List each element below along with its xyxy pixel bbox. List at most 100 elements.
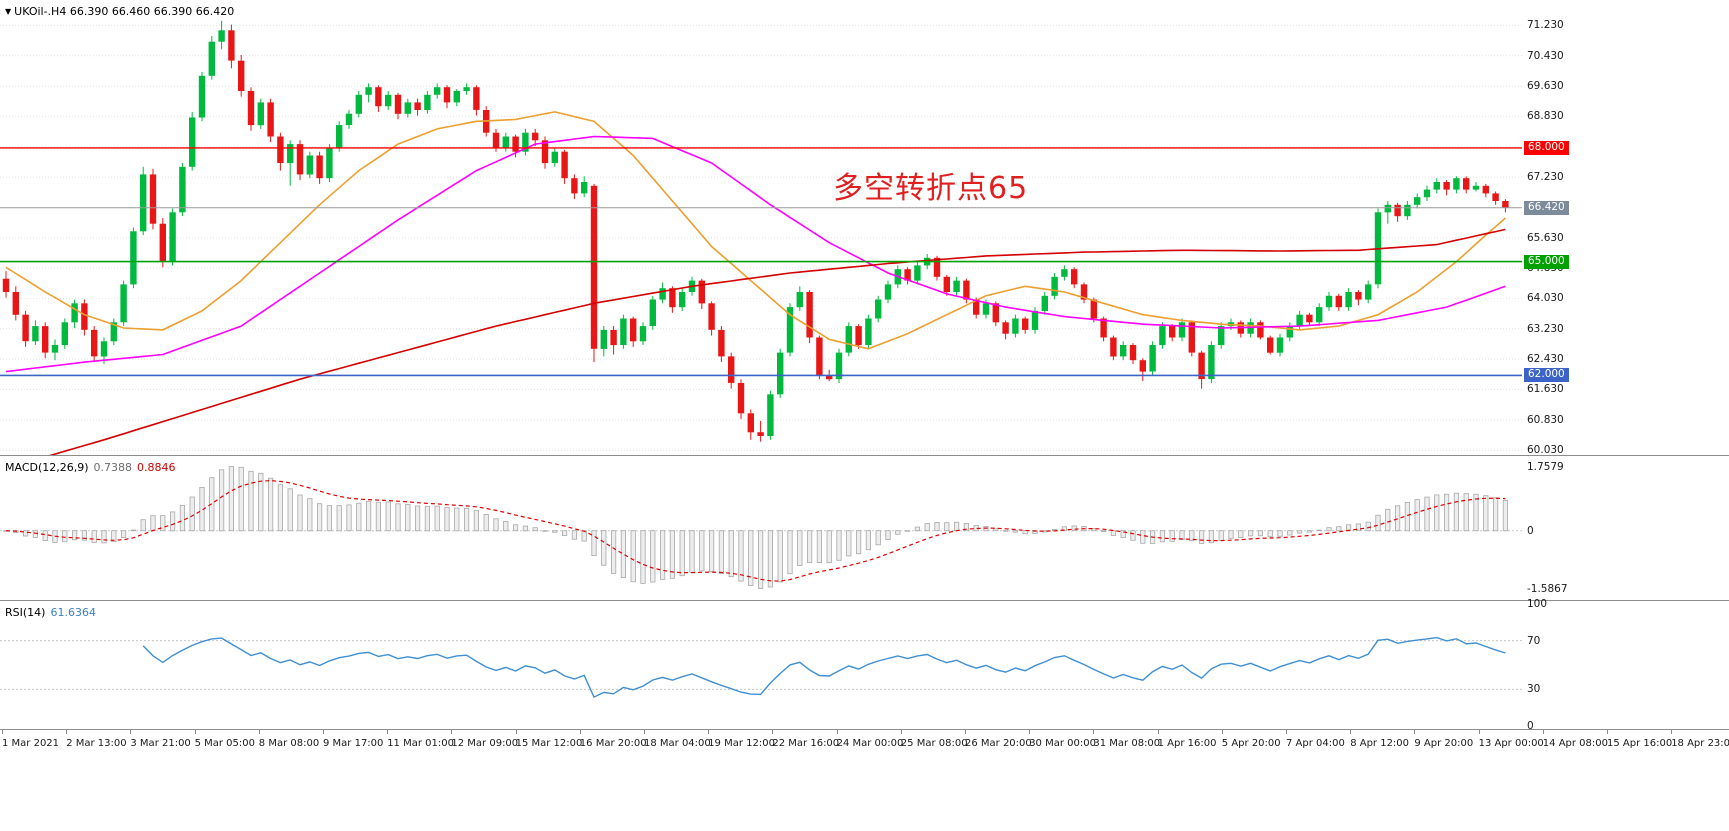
time-axis-label: 5 Mar 05:00	[194, 738, 255, 749]
time-axis-label: 8 Apr 12:00	[1350, 738, 1410, 749]
ma-mid-magenta	[5, 135, 1506, 373]
symbol-name: UKOil-.H4	[14, 5, 67, 18]
time-axis-tick	[1286, 730, 1287, 734]
time-axis-tick	[2, 730, 3, 734]
time-axis-label: 3 Mar 21:00	[130, 738, 191, 749]
macd-axis-label: 1.7579	[1527, 460, 1564, 473]
price-axis-label: 68.830	[1527, 110, 1564, 123]
price-axis-label: 64.030	[1527, 292, 1564, 305]
time-axis-tick	[1029, 730, 1031, 734]
time-axis-label: 9 Mar 17:00	[323, 738, 384, 749]
time-axis-tick	[772, 730, 774, 734]
price-axis-label: 61.630	[1527, 383, 1564, 396]
time-axis-label: 19 Mar 12:00	[708, 738, 775, 749]
time-axis-tick	[66, 730, 68, 734]
time-axis-label: 5 Apr 20:00	[1221, 738, 1281, 749]
time-axis-label: 1 Apr 16:00	[1157, 738, 1217, 749]
price-axis-label: 71.230	[1527, 19, 1564, 32]
symbol-title: ▼ UKOil-.H4 66.390 66.460 66.390 66.420	[5, 5, 234, 18]
symbol-ohlc-values: 66.390 66.460 66.390 66.420	[69, 5, 235, 18]
time-axis-label: 15 Mar 12:00	[515, 738, 583, 749]
rsi-canvas[interactable]	[0, 601, 1729, 729]
time-axis-label: 18 Mar 04:00	[644, 738, 711, 749]
time-axis-tick	[1157, 730, 1159, 734]
time-axis-tick	[387, 730, 389, 734]
macd-panel: MACD(12,26,9) 0.7388 0.8846 1.7579 0 -1.5867	[0, 456, 1729, 601]
macd-axis-label: 0	[1527, 524, 1534, 537]
price-axis-badge: 65.000	[1524, 254, 1569, 269]
time-axis-label: 13 Apr 00:00	[1478, 738, 1544, 749]
time-axis-label: 9 Apr 20:00	[1414, 738, 1474, 749]
price-axis-label: 67.230	[1527, 171, 1564, 184]
time-axis-tick	[1542, 730, 1544, 734]
time-axis-label: 15 Apr 16:00	[1607, 738, 1673, 749]
price-chart-panel: ▼ UKOil-.H4 66.390 66.460 66.390 66.420 多…	[0, 0, 1729, 457]
rsi-value: 61.6364	[50, 606, 96, 619]
ma-fast-orange	[5, 111, 1506, 350]
time-axis-label: 8 Mar 08:00	[258, 738, 320, 749]
time-axis-tick	[451, 730, 453, 734]
time-axis-tick	[1414, 730, 1416, 734]
time-axis-label: 16 Mar 20:00	[579, 738, 647, 749]
macd-histogram	[3, 466, 1508, 589]
rsi-axis-label: 0	[1527, 720, 1534, 732]
time-axis-label: 26 Mar 20:00	[965, 738, 1032, 749]
rsi-line	[142, 636, 1506, 699]
macd-axis-label: -1.5867	[1527, 582, 1568, 595]
time-axis-tick	[708, 730, 710, 734]
time-axis-label: 2 Mar 13:00	[66, 738, 127, 749]
time-axis-tick	[1671, 730, 1673, 734]
price-axis-label: 65.630	[1527, 231, 1564, 244]
annotation-text: 多空转折点65	[833, 171, 1029, 206]
time-axis-label: 31 Mar 08:00	[1093, 738, 1161, 749]
price-axis-badge: 68.000	[1524, 140, 1569, 155]
time-axis-tick	[1350, 730, 1352, 734]
time-axis-tick	[965, 730, 966, 734]
macd-value-main: 0.7388	[93, 461, 133, 474]
rsi-indicator-name: RSI(14)	[5, 606, 46, 619]
price-axis-badge: 62.000	[1524, 368, 1569, 383]
price-axis-label: 63.230	[1527, 322, 1564, 335]
macd-value-signal: 0.8846	[137, 461, 176, 474]
macd-signal-line	[5, 479, 1506, 582]
time-axis-tick	[836, 730, 838, 734]
rsi-axis-label: 30	[1527, 683, 1541, 696]
ma-slow-red	[48, 228, 1506, 455]
time-axis-label: 1 Mar 2021	[2, 738, 60, 749]
price-chart-canvas[interactable]	[0, 0, 1729, 455]
time-axis-label: 11 Mar 01:00	[387, 738, 454, 749]
time-axis-label: 22 Mar 16:00	[772, 738, 840, 749]
time-axis-tick	[515, 730, 517, 734]
time-axis-label: 7 Apr 04:00	[1286, 738, 1345, 749]
macd-label: MACD(12,26,9) 0.7388 0.8846	[5, 461, 176, 474]
price-axis-label: 70.430	[1527, 49, 1564, 62]
time-axis-tick	[579, 730, 581, 734]
time-axis-label: 30 Mar 00:00	[1029, 738, 1096, 749]
price-axis-label: 60.830	[1527, 413, 1564, 426]
rsi-label: RSI(14) 61.6364	[5, 606, 96, 619]
price-axis-label: 60.030	[1527, 444, 1564, 457]
time-axis-tick	[194, 730, 196, 734]
rsi-axis-label: 70	[1527, 634, 1541, 647]
time-axis-label: 14 Apr 08:00	[1542, 738, 1608, 749]
time-axis-tick	[1221, 730, 1223, 734]
macd-canvas[interactable]	[0, 456, 1729, 600]
macd-indicator-name: MACD(12,26,9)	[5, 461, 89, 474]
price-axis-badge: 66.420	[1524, 200, 1569, 215]
time-axis-tick	[1093, 730, 1095, 734]
time-axis-tick	[130, 730, 132, 734]
rsi-axis-label: 100	[1527, 598, 1548, 610]
time-axis[interactable]: 1 Mar 2021 2 Mar 13:00 3 Mar 21:00 5 Mar 05…	[0, 730, 1729, 758]
time-axis-tick	[258, 730, 260, 734]
price-axis-label: 69.630	[1527, 80, 1564, 93]
symbol-dropdown-icon: ▼	[5, 7, 12, 16]
time-axis-label: 18 Apr 23:00	[1671, 738, 1729, 749]
time-axis-label: 12 Mar 09:00	[451, 738, 519, 749]
time-axis-tick	[323, 730, 324, 734]
time-axis-tick	[644, 730, 645, 734]
time-axis-tick	[900, 730, 902, 734]
time-axis-label: 25 Mar 08:00	[900, 738, 968, 749]
rsi-panel: RSI(14) 61.6364 100 70 30 0	[0, 598, 1729, 732]
time-axis-tick	[1607, 730, 1608, 734]
